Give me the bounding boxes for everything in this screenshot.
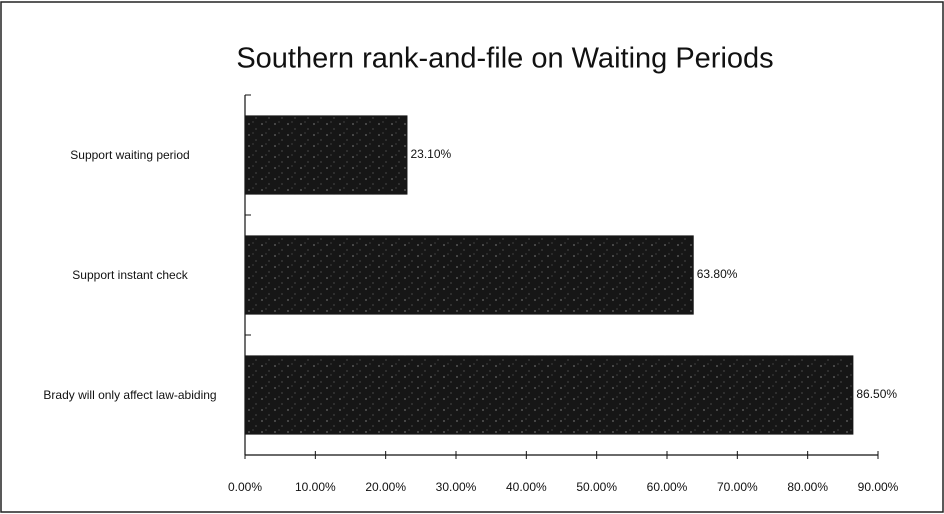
bar-texture [245,355,854,435]
y-tick-label: Brady will only affect law-abiding [43,387,217,402]
x-tick-label: 0.00% [228,480,262,494]
y-tick-label: Support instant check [72,267,188,282]
x-tick-label: 50.00% [576,480,617,494]
x-tick-label: 80.00% [787,480,828,494]
bar-texture [245,235,694,315]
value-label: 23.10% [410,147,451,161]
value-label: 86.50% [856,387,897,401]
x-tick-label: 70.00% [717,480,758,494]
bar-texture [245,115,408,195]
x-tick-label: 30.00% [436,480,477,494]
x-tick-label: 20.00% [365,480,406,494]
x-tick-label: 10.00% [295,480,336,494]
value-label: 63.80% [697,267,738,281]
x-tick-label: 60.00% [647,480,688,494]
x-tick-label: 90.00% [858,480,899,494]
x-tick-label: 40.00% [506,480,547,494]
chart-title: Southern rank-and-file on Waiting Period… [236,43,773,75]
y-tick-label: Support waiting period [70,147,190,162]
